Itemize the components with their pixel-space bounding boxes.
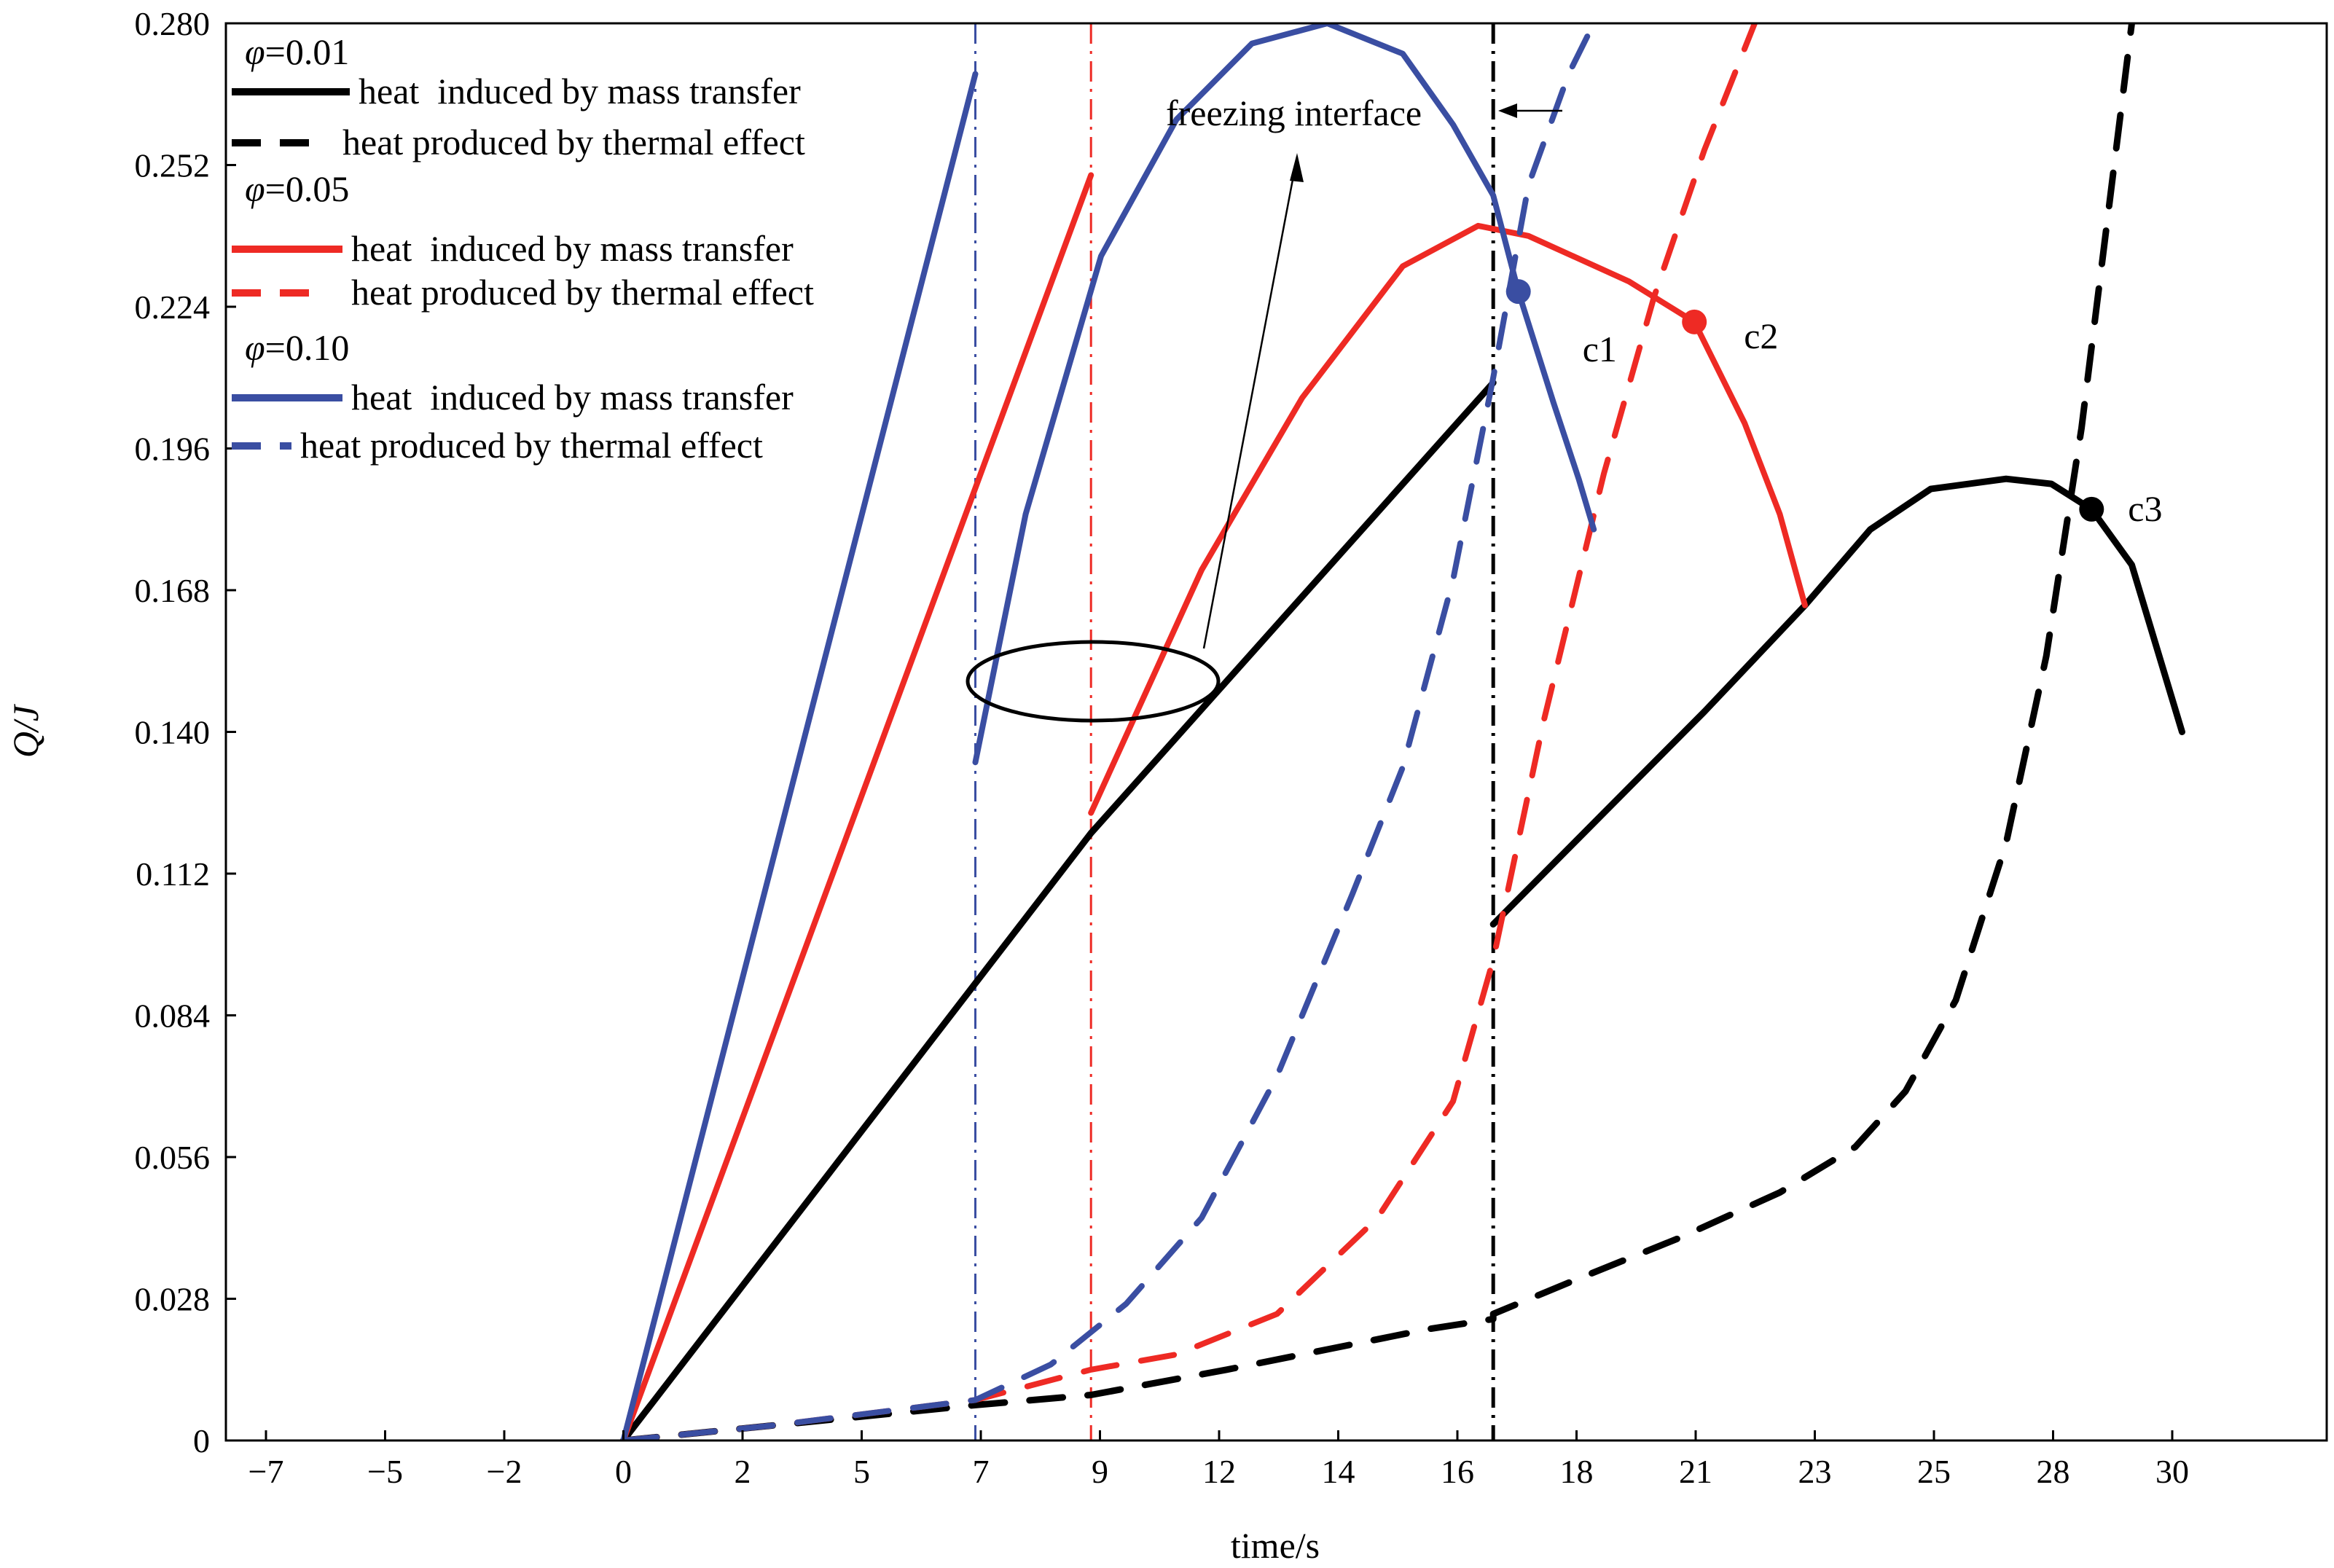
y-tick-label: 0.196	[135, 431, 211, 468]
x-axis: −7 −5 −2 0 2 5 7 9 12 14 16 18 21 23 25 28 30	[248, 1430, 2189, 1490]
legend-entry-label: heat induced by mass transfer	[359, 71, 801, 111]
y-tick-label: 0.112	[136, 855, 210, 893]
legend-entry-label: heat induced by mass transfer	[351, 228, 794, 269]
x-tick-label: 5	[853, 1453, 870, 1490]
intersection-points: c1 c2 c3	[1505, 279, 2163, 529]
y-axis: 0 0.028 0.056 0.084 0.112 0.140 0.168 0.196 0.22…	[135, 5, 236, 1459]
annotation-ellipse	[966, 640, 1221, 723]
annotation-label: freezing interface	[1166, 93, 1422, 133]
y-tick-label: 0.028	[135, 1281, 211, 1318]
x-tick-label: 18	[1560, 1453, 1594, 1490]
intersection-label-c3: c3	[2128, 488, 2162, 529]
y-tick-label: 0.280	[135, 5, 211, 42]
series-mass-transfer-phi-0.01-part-0	[620, 379, 1497, 1440]
y-tick-label: 0.056	[135, 1139, 211, 1176]
series-mass-transfer-phi-0.05-part-0	[620, 172, 1094, 1440]
x-tick-label: 2	[735, 1453, 751, 1490]
x-tick-label: 23	[1798, 1453, 1832, 1490]
x-tick-label: 12	[1202, 1453, 1236, 1490]
series-thermal-effect-phi-0.01	[620, 23, 2135, 1440]
y-tick-label: 0.168	[135, 572, 211, 609]
y-tick-label: 0	[193, 1422, 210, 1459]
series-mass-transfer-phi-0.05-part-1	[1088, 222, 1808, 816]
legend-entry-label: heat induced by mass transfer	[351, 377, 794, 418]
intersection-label-c2: c2	[1744, 315, 1778, 356]
x-tick-label: 21	[1679, 1453, 1712, 1490]
chart-marks	[620, 23, 2185, 1440]
y-tick-label: 0.252	[135, 147, 211, 184]
intersection-label-c1: c1	[1583, 329, 1617, 369]
series-mass-transfer-phi-0.01-part-1	[1489, 475, 2185, 928]
y-tick-label: 0.224	[135, 289, 211, 326]
x-tick-label: 0	[615, 1453, 632, 1490]
x-axis-label: time/s	[1231, 1525, 1320, 1566]
legend-phi-label: φ=0.01	[245, 31, 349, 72]
intersection-point-c1	[1505, 279, 1531, 305]
y-tick-label: 0.140	[135, 714, 211, 751]
legend-phi-label: φ=0.05	[245, 168, 349, 209]
y-tick-label: 0.084	[135, 997, 211, 1035]
series-mass-transfer-phi-0.1-part-1	[972, 23, 1597, 766]
x-tick-label: −2	[487, 1453, 522, 1490]
series-thermal-effect-phi-0.05	[620, 23, 1758, 1440]
series-mass-transfer-phi-0.1-part-0	[620, 71, 979, 1440]
y-axis-label: Q/J	[5, 703, 46, 758]
series-thermal-effect-phi-0.1	[620, 23, 1597, 1440]
legend-entry-label: heat produced by thermal effect	[342, 122, 805, 162]
x-tick-label: 7	[973, 1453, 990, 1490]
legend-entry-label: heat produced by thermal effect	[351, 272, 814, 313]
intersection-point-c2	[1682, 309, 1707, 334]
annotation-leader	[1202, 156, 1299, 649]
x-tick-label: −7	[248, 1453, 284, 1490]
intersection-point-c3	[2079, 496, 2104, 522]
x-tick-label: 9	[1092, 1453, 1108, 1490]
x-tick-label: 25	[1917, 1453, 1951, 1490]
legend-entry-label: heat produced by thermal effect	[300, 425, 763, 466]
annotation-arrowhead	[1290, 153, 1304, 182]
x-tick-label: −5	[367, 1453, 403, 1490]
x-tick-label: 14	[1322, 1453, 1355, 1490]
x-tick-label: 16	[1441, 1453, 1474, 1490]
x-tick-label: 28	[2037, 1453, 2070, 1490]
x-tick-label: 30	[2155, 1453, 2189, 1490]
legend-phi-label: φ=0.10	[245, 327, 349, 368]
annotation-pointer-arrowhead	[1498, 103, 1517, 118]
freezing-interface-annotation: freezing interface	[966, 93, 1562, 723]
